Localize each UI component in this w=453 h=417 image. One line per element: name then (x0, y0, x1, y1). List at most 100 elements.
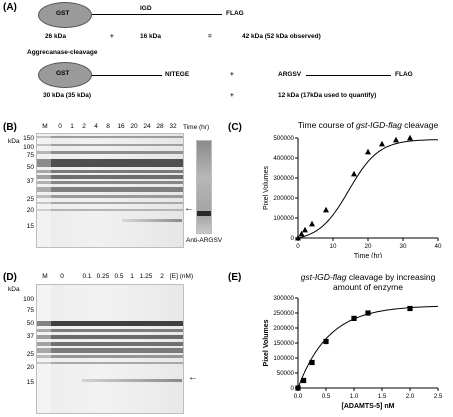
mw-marker: 37 (26, 333, 34, 340)
gel-band-17kda-product (82, 379, 182, 382)
x-axis-label: [ADAMTS-5] nM (342, 403, 395, 410)
nitege-label: NITEGE (165, 71, 190, 78)
data-point (309, 220, 315, 227)
lane-label-marker: M (42, 273, 48, 280)
gel-marker-lane (37, 134, 51, 247)
equals-sign: = (208, 33, 212, 40)
data-point (298, 230, 305, 237)
x-tick-label: 30 (400, 243, 407, 250)
y-tick-label: 50000 (277, 370, 295, 377)
data-point (407, 134, 413, 141)
lane-label: 20 (130, 123, 138, 130)
gst-label-cleaved: GST (56, 70, 70, 77)
mw-marker: 75 (26, 307, 34, 314)
x-axis-label: Time (hr) (354, 253, 382, 258)
y-tick-label: 200000 (273, 325, 294, 332)
gel-band-17kda-product (122, 219, 182, 222)
data-point (309, 359, 315, 366)
data-point (323, 206, 329, 213)
lane-label: 24 (143, 123, 151, 130)
kda-label: kDa (8, 138, 20, 145)
nitege-fragment-mw: 30 kDa (35 kDa) (43, 92, 92, 99)
chart-title: gst-IGD-flag cleavage by increasing (301, 272, 436, 282)
mw-marker: 100 (23, 144, 34, 151)
chart-title: amount of enzyme (333, 282, 403, 292)
x-tick-label: 0.5 (322, 393, 331, 400)
gel-band (37, 187, 183, 192)
mw-marker: 50 (26, 164, 34, 171)
data-point (295, 234, 301, 241)
data-point (365, 310, 371, 316)
data-point (407, 305, 413, 312)
nitege-line (92, 75, 162, 76)
gel-band (37, 355, 183, 358)
lane-label: 0 (60, 273, 64, 280)
lane-label: 0 (58, 123, 62, 130)
flag-label-2: FLAG (395, 71, 413, 78)
x-tick-label: 10 (330, 243, 337, 250)
y-tick-label: 250000 (273, 310, 294, 317)
lane-label: 1 (130, 273, 134, 280)
flag-label: FLAG (226, 10, 244, 17)
gst-domain-ellipse (38, 2, 92, 28)
gel-band (37, 335, 183, 339)
mw-marker: 15 (26, 223, 34, 230)
data-point (302, 226, 308, 233)
panel-e-letter: (E) (228, 272, 242, 283)
y-axis-label: Pixel Volumes (263, 166, 270, 210)
gel-marker-lane (37, 285, 51, 413)
x-tick-label: 40 (435, 243, 442, 250)
gel-band (37, 348, 183, 353)
gel-band (37, 175, 183, 179)
x-tick-label: 2.0 (406, 393, 415, 400)
argsv-label: ARGSV (278, 71, 302, 78)
mw-marker: 25 (26, 351, 34, 358)
y-tick-label: 400000 (273, 155, 294, 162)
x-tick-label: 1.0 (350, 393, 359, 400)
lane-label: 8 (106, 123, 110, 130)
gel-band (37, 362, 183, 364)
fit-curve (297, 305, 438, 389)
gel-band (37, 342, 183, 346)
gel-band (37, 151, 183, 154)
chart-title: Time course of gst-IGD-flag cleavage (298, 120, 439, 130)
y-tick-label: 150000 (273, 340, 294, 347)
gel-band-52kda (37, 159, 183, 167)
x-tick-label: 20 (365, 243, 372, 250)
lane-label: 16 (117, 123, 125, 130)
gel-band (37, 170, 183, 173)
lane-unit-label: [E] (nM) (170, 273, 194, 280)
igd-label: IGD (140, 5, 152, 12)
x-tick-label: 2.5 (434, 393, 443, 400)
lane-label: 1 (70, 123, 74, 130)
gel-band (37, 202, 183, 204)
argsv-fragment-mw: 12 kDa (17kDa used to quantify) (278, 92, 377, 99)
panel-a-letter: (A) (3, 2, 17, 13)
chart-time-course: Time course of gst-IGD-flag cleavage0100… (263, 120, 442, 258)
lane-label: 1.25 (139, 273, 153, 280)
sds-page-gel-dose-response (36, 284, 184, 414)
igd-mw: 16 kDa (140, 33, 161, 40)
gel-band (37, 329, 183, 332)
y-tick-label: 300000 (273, 175, 294, 182)
lane-unit-label: Time (hr) (183, 124, 210, 131)
panel-c-letter: (C) (228, 122, 242, 133)
lane-label: 32 (169, 123, 177, 130)
panel-b-letter: (B) (3, 122, 17, 133)
lane-label: 2 (160, 273, 164, 280)
gst-mw: 26 kDa (45, 33, 66, 40)
y-tick-label: 300000 (273, 295, 294, 302)
arrow-icon: ← (188, 372, 198, 383)
mw-marker: 75 (26, 152, 34, 159)
cleavage-label: Aggrecanase-cleavage (27, 49, 98, 56)
y-tick-label: 500000 (273, 135, 294, 142)
y-axis-label: Pixel Volumes (263, 319, 270, 366)
data-point (365, 148, 371, 155)
gel-band (37, 136, 183, 138)
lane-label-marker: M (42, 123, 48, 130)
lane-label: 28 (156, 123, 164, 130)
mw-marker: 20 (26, 364, 34, 371)
kda-label: kDa (8, 286, 20, 293)
argsv-line (306, 75, 391, 76)
data-point (393, 136, 399, 143)
